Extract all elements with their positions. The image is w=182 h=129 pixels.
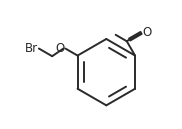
Text: Br: Br xyxy=(25,42,38,55)
Text: O: O xyxy=(56,42,65,55)
Text: O: O xyxy=(143,26,152,39)
